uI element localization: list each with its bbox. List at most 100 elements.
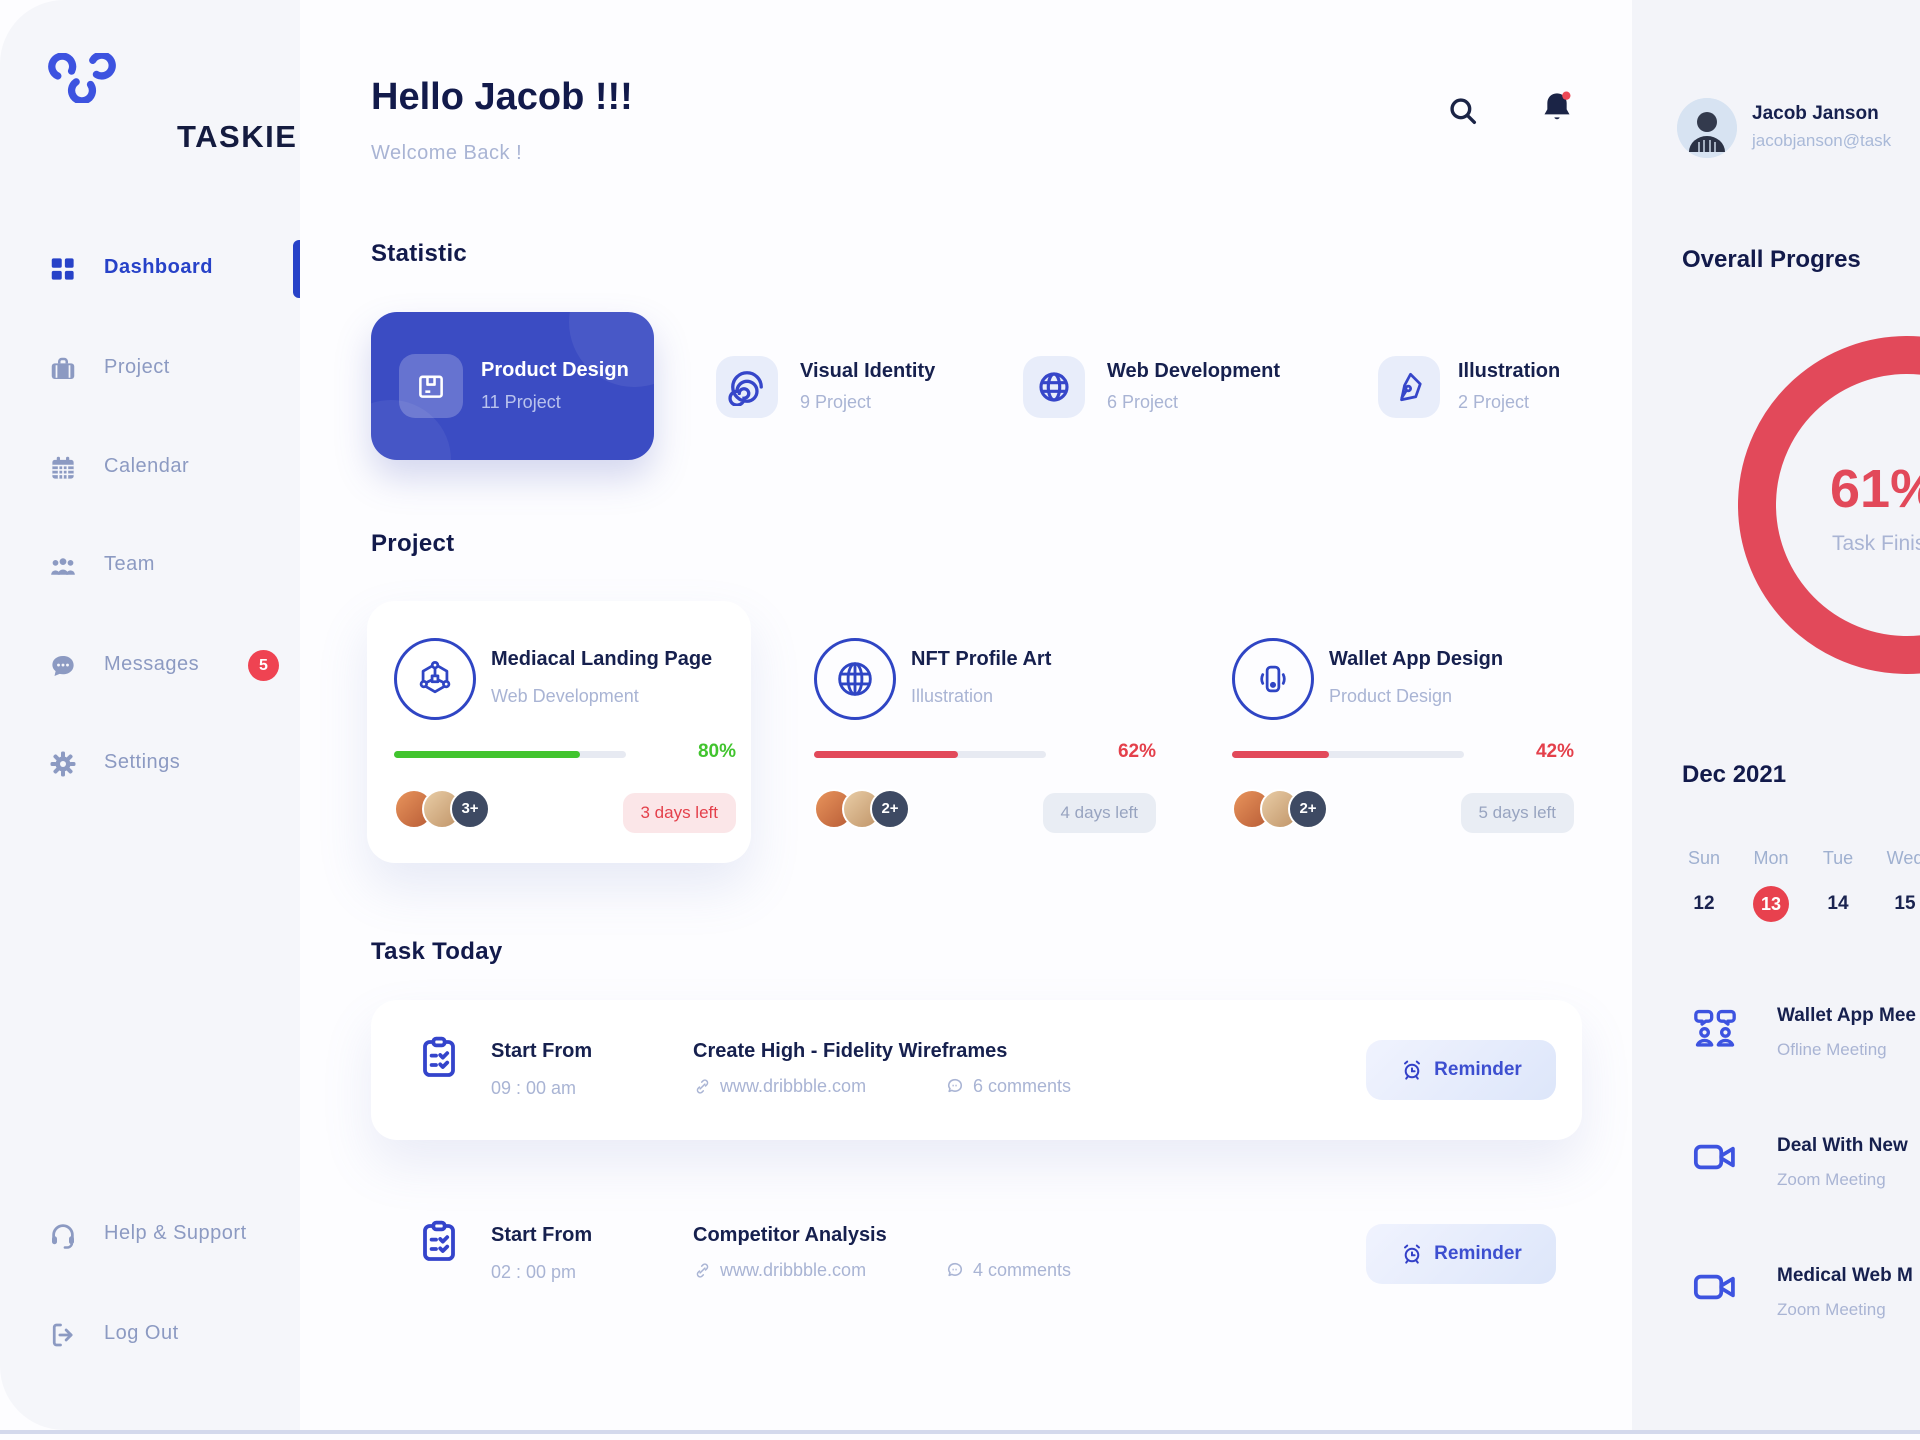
clipboard-check-icon [415,1033,463,1081]
notification-bell-icon[interactable] [1537,88,1577,133]
clipboard-check-icon [415,1217,463,1265]
comment-icon [947,1262,963,1276]
sidebar: TASKIE Dashboard Project [0,0,300,1430]
task-link-text: www.dribbble.com [720,1076,867,1096]
active-indicator [293,240,300,298]
user-avatar[interactable] [1677,98,1737,158]
stat-card-product-design[interactable]: Product Design 11 Project [371,312,654,460]
sidebar-item-label: Project [104,356,170,378]
task-comments: 6 comments [945,1076,1071,1097]
statistic-title: Statistic [371,240,468,267]
people-chat-icon [1690,1002,1740,1052]
project-section-title: Project [371,530,455,557]
calendar-icon [48,453,78,483]
calendar-date[interactable]: 15 [1894,893,1916,914]
pen-nib-icon[interactable] [1378,356,1440,418]
member-avatars: 3+ [394,789,490,829]
calendar-dayname: Sun [1687,848,1721,868]
stat-card-title: Web Development [1107,360,1280,382]
headset-icon [48,1220,78,1250]
task-row[interactable]: Start From 02 : 00 pm Competitor Analysi… [371,1184,1582,1324]
messages-icon [48,651,78,681]
days-left-badge: 4 days left [1042,793,1156,833]
meeting-subtitle: Zoom Meeting [1777,1300,1886,1319]
sidebar-item-calendar[interactable]: Calendar [0,439,300,497]
sidebar-item-team[interactable]: Team [0,537,300,595]
sidebar-item-project[interactable]: Project [0,340,300,398]
messages-badge: 5 [248,650,279,681]
reminder-button[interactable]: Reminder [1366,1040,1556,1100]
alarm-clock-icon [1404,1244,1421,1264]
progress-percent: 62% [1117,741,1156,762]
meeting-item[interactable]: Wallet App Mee Ofline Meeting [1632,1000,1920,1080]
bottom-edge-divider [0,1430,1920,1434]
meeting-title: Wallet App Mee [1777,1005,1916,1026]
days-left-badge: 3 days left [622,793,736,833]
task-link[interactable]: www.dribbble.com [693,1076,866,1097]
link-icon [696,1263,709,1278]
days-left-badge: 5 days left [1460,793,1574,833]
project-title: Wallet App Design [1329,648,1504,670]
meeting-item[interactable]: Deal With New Zoom Meeting [1632,1130,1920,1210]
globe-icon[interactable] [1023,356,1085,418]
task-link[interactable]: www.dribbble.com [693,1260,866,1281]
sidebar-item-logout[interactable]: Log Out [0,1306,300,1364]
reminder-label: Reminder [1434,1059,1522,1080]
meeting-title: Deal With New [1777,1135,1908,1156]
calendar-dayname: Wed [1886,848,1920,868]
progress-percent: 80% [697,741,736,762]
stat-card-count: 11 Project [481,392,561,412]
search-icon[interactable] [1446,94,1480,133]
sidebar-item-settings[interactable]: Settings [0,735,300,793]
task-title: Competitor Analysis [693,1224,887,1246]
meeting-subtitle: Ofline Meeting [1777,1040,1887,1059]
sidebar-item-dashboard[interactable]: Dashboard [0,240,300,298]
project-category: Product Design [1329,686,1453,706]
comment-icon [947,1078,963,1092]
project-category: Web Development [491,686,639,706]
sidebar-item-label: Help & Support [104,1222,247,1244]
task-start-label: Start From [491,1224,593,1246]
project-card[interactable]: Mediacal Landing Page Web Development 80… [367,601,751,863]
project-card[interactable]: NFT Profile Art Illustration 62% 2+ 4 da… [787,601,1171,863]
task-title: Create High - Fidelity Wireframes [693,1040,1008,1062]
calendar-dayname: Mon [1753,848,1789,868]
project-card[interactable]: Wallet App Design Product Design 42% 2+ … [1205,601,1589,863]
overall-progress-percent: 61% [1830,459,1920,519]
task-comments-text: 4 comments [973,1260,1072,1280]
swirl-icon[interactable] [716,356,778,418]
page-subtitle: Welcome Back ! [371,142,523,164]
sidebar-item-help-support[interactable]: Help & Support [0,1206,300,1264]
team-icon [48,551,78,581]
video-camera-icon [1690,1132,1740,1182]
right-panel: Jacob Janson jacobjanson@task Overall Pr… [1632,0,1920,1430]
app-logo: TASKIE [47,51,296,154]
overall-progress-title: Overall Progres [1682,246,1861,273]
sidebar-item-messages[interactable]: Messages 5 [0,637,300,695]
project-title: Mediacal Landing Page [491,648,713,670]
calendar-date[interactable]: 14 [1827,893,1849,914]
stat-card-title: Illustration [1458,360,1561,382]
overall-progress-ring [1738,336,1920,674]
link-icon [696,1079,709,1094]
meeting-item[interactable]: Medical Web M Zoom Meeting [1632,1260,1920,1340]
reminder-button[interactable]: Reminder [1366,1224,1556,1284]
task-today-title: Task Today [371,938,503,965]
alarm-clock-icon [1404,1060,1421,1080]
task-start-label: Start From [491,1040,593,1062]
sidebar-item-label: Calendar [104,455,190,477]
package-box-icon [399,354,463,418]
progress-percent: 42% [1535,741,1574,762]
task-row[interactable]: Start From 09 : 00 am Create High - Fide… [371,1000,1582,1140]
progress-bar [1232,751,1464,758]
calendar-dayname: Tue [1822,848,1854,868]
calendar-date-selected[interactable]: 13 [1753,886,1789,922]
project-category: Illustration [911,686,994,706]
stat-card-count: 2 Project [1458,392,1530,412]
progress-bar [394,751,626,758]
calendar-date[interactable]: 12 [1693,893,1715,914]
sidebar-item-label: Team [104,553,155,575]
stat-card-title: Visual Identity [800,360,936,382]
phone-wave-icon [1232,638,1314,720]
project-title: NFT Profile Art [911,648,1052,670]
